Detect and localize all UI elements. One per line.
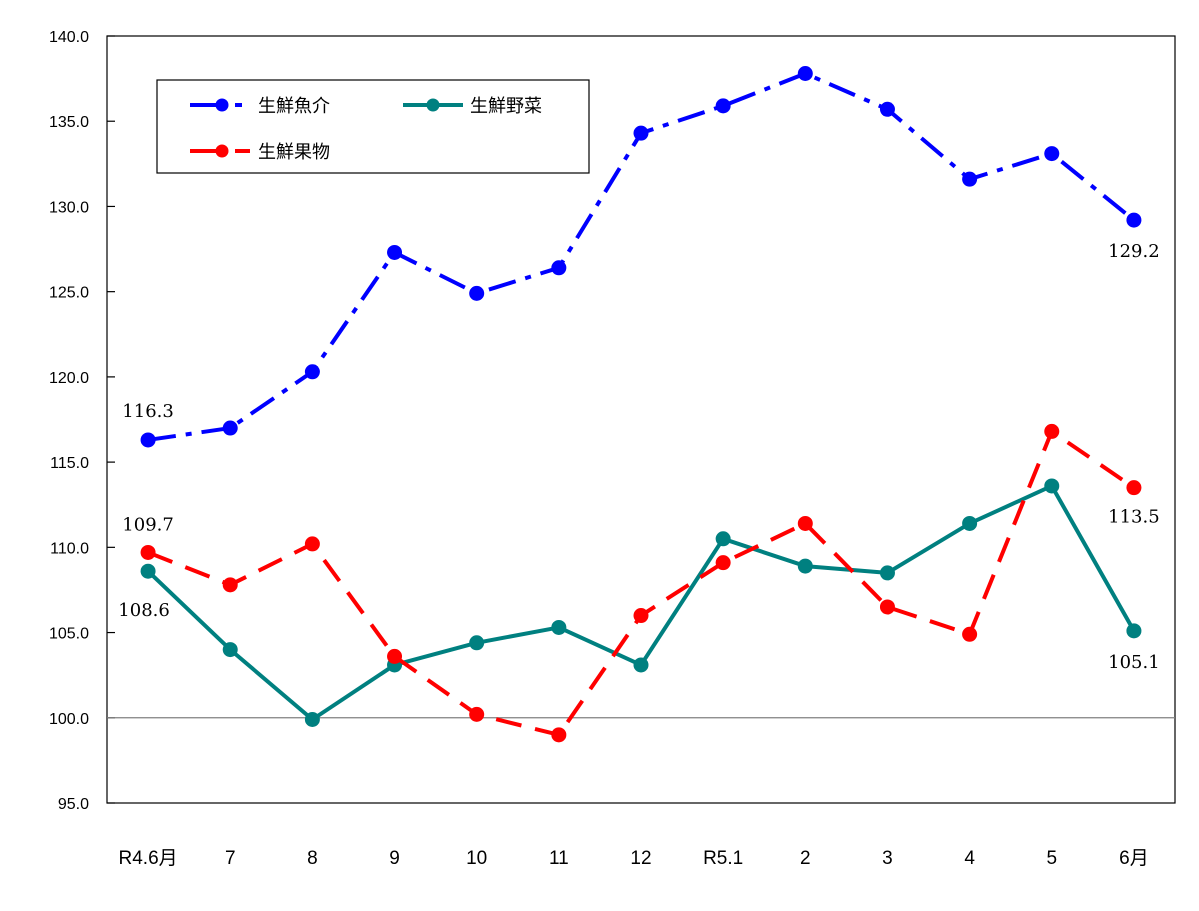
x-tick-label: 3 xyxy=(882,848,893,869)
data-label: 105.1 xyxy=(1108,652,1160,673)
legend-label-vegetables: 生鮮野菜 xyxy=(470,96,542,117)
data-point[interactable] xyxy=(1126,212,1142,228)
x-axis: R4.6月 7 8 9 10 11 12 R5.1 2 3 4 5 6月 xyxy=(119,848,1149,869)
y-tick-label: 105.0 xyxy=(49,626,89,643)
y-tick-label: 100.0 xyxy=(49,711,89,728)
x-tick-label: R4.6月 xyxy=(119,848,178,869)
data-point[interactable] xyxy=(304,364,320,380)
data-point[interactable] xyxy=(715,531,731,547)
legend-item-fish[interactable]: 生鮮魚介 xyxy=(190,96,330,117)
x-tick-label: 9 xyxy=(389,848,400,869)
data-labels: 116.3 129.2 109.7 113.5 108.6 105.1 xyxy=(118,241,1159,673)
data-point[interactable] xyxy=(1126,623,1142,639)
x-tick-label: 10 xyxy=(466,848,487,869)
legend-item-fruits[interactable]: 生鮮果物 xyxy=(190,142,330,163)
x-tick-label: 8 xyxy=(307,848,318,869)
x-tick-label: 5 xyxy=(1046,848,1057,869)
data-point[interactable] xyxy=(962,515,978,531)
legend-label-fruits: 生鮮果物 xyxy=(258,142,330,163)
x-tick-label: 7 xyxy=(225,848,236,869)
legend-marker-fruits-icon xyxy=(215,144,229,158)
y-tick-label: 95.0 xyxy=(58,796,89,813)
data-point[interactable] xyxy=(797,65,813,81)
y-tick-label: 125.0 xyxy=(49,285,89,302)
data-point[interactable] xyxy=(140,563,156,579)
x-tick-label: 6月 xyxy=(1119,848,1149,869)
y-tick-label: 135.0 xyxy=(49,114,89,131)
data-point[interactable] xyxy=(962,626,978,642)
data-point[interactable] xyxy=(387,648,403,664)
data-point[interactable] xyxy=(715,98,731,114)
data-point[interactable] xyxy=(387,244,403,260)
data-point[interactable] xyxy=(879,565,895,581)
data-point[interactable] xyxy=(222,420,238,436)
y-tick-label: 130.0 xyxy=(49,199,89,216)
data-point[interactable] xyxy=(797,558,813,574)
data-point[interactable] xyxy=(140,544,156,560)
legend-marker-fish-icon xyxy=(215,98,229,112)
legend-marker-vegetables-icon xyxy=(426,98,440,112)
y-tick-label: 140.0 xyxy=(49,29,89,46)
data-label: 109.7 xyxy=(122,514,174,535)
data-point[interactable] xyxy=(715,555,731,571)
series-layer xyxy=(140,65,1142,743)
x-tick-label: 2 xyxy=(800,848,811,869)
data-point[interactable] xyxy=(1126,480,1142,496)
data-label: 113.5 xyxy=(1108,507,1160,528)
data-point[interactable] xyxy=(469,706,485,722)
data-point[interactable] xyxy=(304,711,320,727)
y-tick-label: 110.0 xyxy=(50,540,89,557)
series-1 xyxy=(140,478,1142,727)
data-point[interactable] xyxy=(304,536,320,552)
y-tick-label: 120.0 xyxy=(49,370,89,387)
data-label: 108.6 xyxy=(118,600,170,621)
legend-label-fish: 生鮮魚介 xyxy=(258,96,330,117)
x-tick-label: 4 xyxy=(964,848,975,869)
data-point[interactable] xyxy=(1044,478,1060,494)
x-tick-label: R5.1 xyxy=(703,848,743,869)
series-2 xyxy=(140,423,1142,743)
series-0 xyxy=(140,65,1142,448)
data-point[interactable] xyxy=(469,635,485,651)
data-point[interactable] xyxy=(879,599,895,615)
legend-box xyxy=(156,79,590,174)
y-axis: 140.0 135.0 130.0 125.0 120.0 115.0 110.0 105.0… xyxy=(49,29,115,813)
data-point[interactable] xyxy=(962,171,978,187)
data-point[interactable] xyxy=(551,260,567,276)
x-tick-label: 12 xyxy=(630,848,651,869)
x-tick-label: 11 xyxy=(549,848,569,869)
data-point[interactable] xyxy=(551,727,567,743)
data-point[interactable] xyxy=(140,432,156,448)
data-point[interactable] xyxy=(633,657,649,673)
data-label: 129.2 xyxy=(1108,241,1160,262)
data-point[interactable] xyxy=(1044,423,1060,439)
data-point[interactable] xyxy=(551,619,567,635)
data-point[interactable] xyxy=(633,125,649,141)
data-point[interactable] xyxy=(469,285,485,301)
y-tick-label: 115.0 xyxy=(50,455,89,472)
legend: 生鮮魚介 生鮮野菜 生鮮果物 xyxy=(156,79,590,174)
legend-item-vegetables[interactable]: 生鮮野菜 xyxy=(403,96,542,117)
data-point[interactable] xyxy=(1044,146,1060,162)
data-point[interactable] xyxy=(633,608,649,624)
data-point[interactable] xyxy=(222,642,238,658)
data-point[interactable] xyxy=(797,515,813,531)
data-point[interactable] xyxy=(879,101,895,117)
data-point[interactable] xyxy=(222,577,238,593)
data-label: 116.3 xyxy=(122,401,174,422)
